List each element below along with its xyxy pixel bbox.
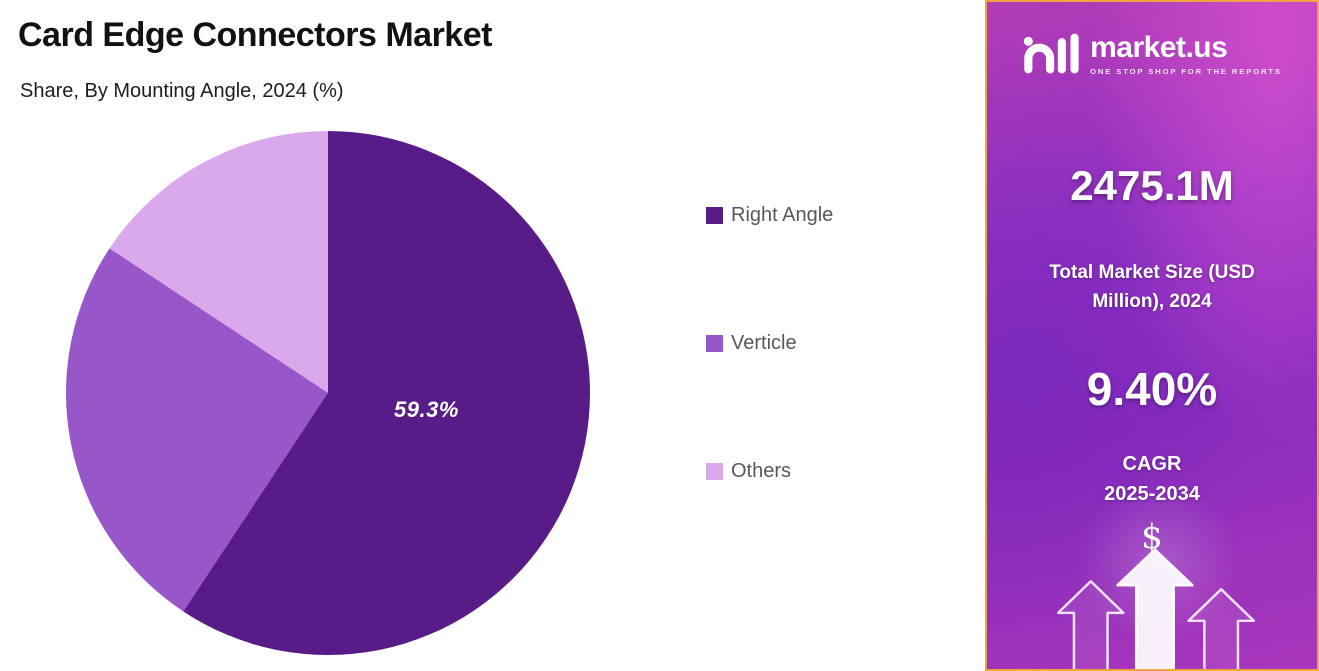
legend-label-right-angle: Right Angle <box>731 204 834 226</box>
brand-name: market.us <box>1090 30 1228 64</box>
cagr-value: 9.40% <box>1086 363 1218 415</box>
chart-subtitle: Share, By Mounting Angle, 2024 (%) <box>20 80 344 102</box>
brand-tagline: ONE STOP SHOP FOR THE REPORTS <box>1090 66 1282 76</box>
pie-slice-label: 59.3% <box>394 397 459 422</box>
market-size-label-text: Total Market Size (USD Million), 2024 <box>1049 262 1255 312</box>
dollar-sign: $ <box>1141 517 1163 557</box>
market-size-value: 2475.1M <box>1070 162 1234 209</box>
growth-arrows-graphic <box>1056 548 1256 669</box>
chart-panel: Card Edge Connectors Market Share, By Mo… <box>18 16 834 655</box>
marketus-logo-icon <box>1023 33 1079 74</box>
pie-chart <box>66 131 590 655</box>
legend: Right Angle Verticle Others <box>706 204 833 483</box>
legend-label-verticle: Verticle <box>731 332 797 354</box>
legend-swatch-verticle <box>706 335 723 352</box>
legend-label-others: Others <box>731 460 792 482</box>
legend-item-verticle: Verticle <box>706 332 833 355</box>
legend-swatch-right-angle <box>706 207 723 224</box>
cagr-period: 2025-2034 <box>1104 483 1200 505</box>
brand: market.us ONE STOP SHOP FOR THE REPORTS <box>987 32 1317 76</box>
cagr-label: CAGR <box>1122 453 1182 475</box>
chart-title: Card Edge Connectors Market <box>18 16 492 54</box>
market-size-label: Total Market Size (USD Million), 2024 <box>987 259 1317 316</box>
legend-swatch-others <box>706 463 723 480</box>
pie-chart-area: 59.3% <box>66 131 590 655</box>
sidebar: market.us ONE STOP SHOP FOR THE REPORTS … <box>985 0 1319 671</box>
brand-text: market.us ONE STOP SHOP FOR THE REPORTS <box>1090 30 1282 76</box>
legend-item-others: Others <box>706 460 833 483</box>
legend-item-right-angle: Right Angle <box>706 204 833 227</box>
